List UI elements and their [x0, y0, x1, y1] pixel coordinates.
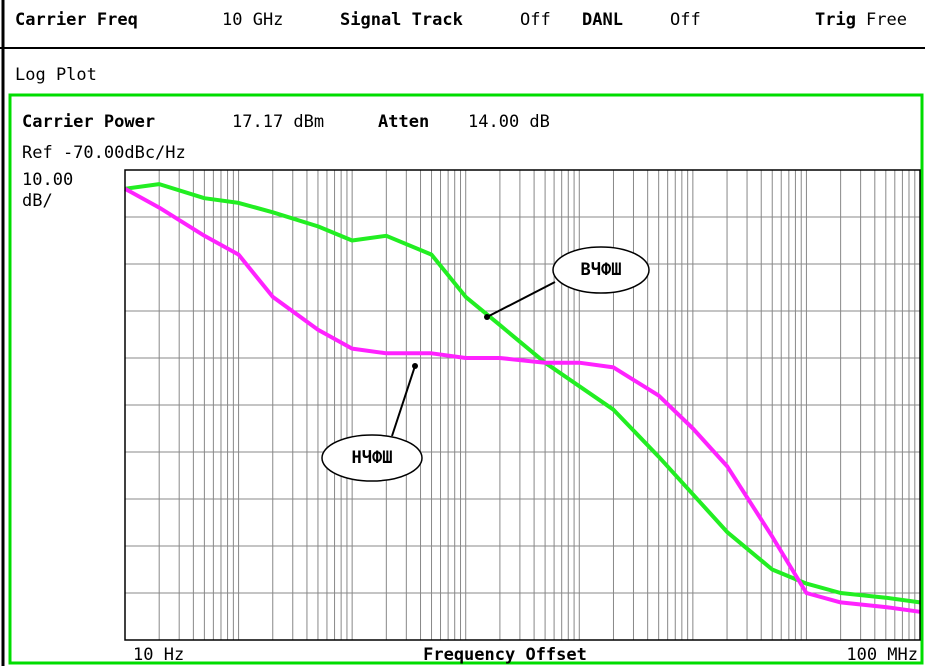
info-value: 17.17 dBm — [232, 112, 324, 132]
header-label: Trig — [815, 10, 856, 30]
annotation-bubble — [321, 434, 423, 482]
header-value: Off — [520, 10, 551, 30]
annotation-leader — [486, 281, 556, 318]
info-label: Carrier Power — [22, 112, 155, 132]
header-label: Signal Track — [340, 10, 463, 30]
header-label: DANL — [582, 10, 623, 30]
scale-value: 10.00 — [22, 170, 73, 190]
x-tick-label: 10 Hz — [133, 645, 184, 665]
trace-line — [124, 182, 921, 605]
traces — [124, 182, 921, 614]
plot-frame — [124, 169, 921, 641]
reference-level: Ref -70.00dBc/Hz — [22, 143, 186, 163]
info-label: Atten — [378, 112, 429, 132]
x-ticks: 10 Hz 100 MHz — [133, 645, 918, 665]
header-value: 10 GHz — [222, 10, 283, 30]
annotation-bubble — [552, 246, 650, 294]
x-tick-label: 100 MHz — [846, 645, 918, 665]
mode-label: Log Plot — [15, 65, 97, 85]
scale-unit: dB/ — [22, 191, 53, 211]
grid — [124, 169, 921, 641]
header-label: Carrier Freq — [15, 10, 138, 30]
x-axis-label: Frequency Offset — [423, 645, 587, 665]
trace-line — [124, 187, 921, 614]
annotation-text: НЧФШ — [352, 448, 393, 468]
annotation-dot — [412, 363, 418, 369]
annotation-text: ВЧФШ — [581, 260, 622, 280]
annotation-dot — [484, 314, 490, 320]
info-value: 14.00 dB — [468, 112, 550, 132]
header-value: Free — [866, 10, 907, 30]
header-value: Off — [670, 10, 701, 30]
screen-frame — [8, 93, 924, 665]
annotation-leader — [391, 365, 416, 437]
